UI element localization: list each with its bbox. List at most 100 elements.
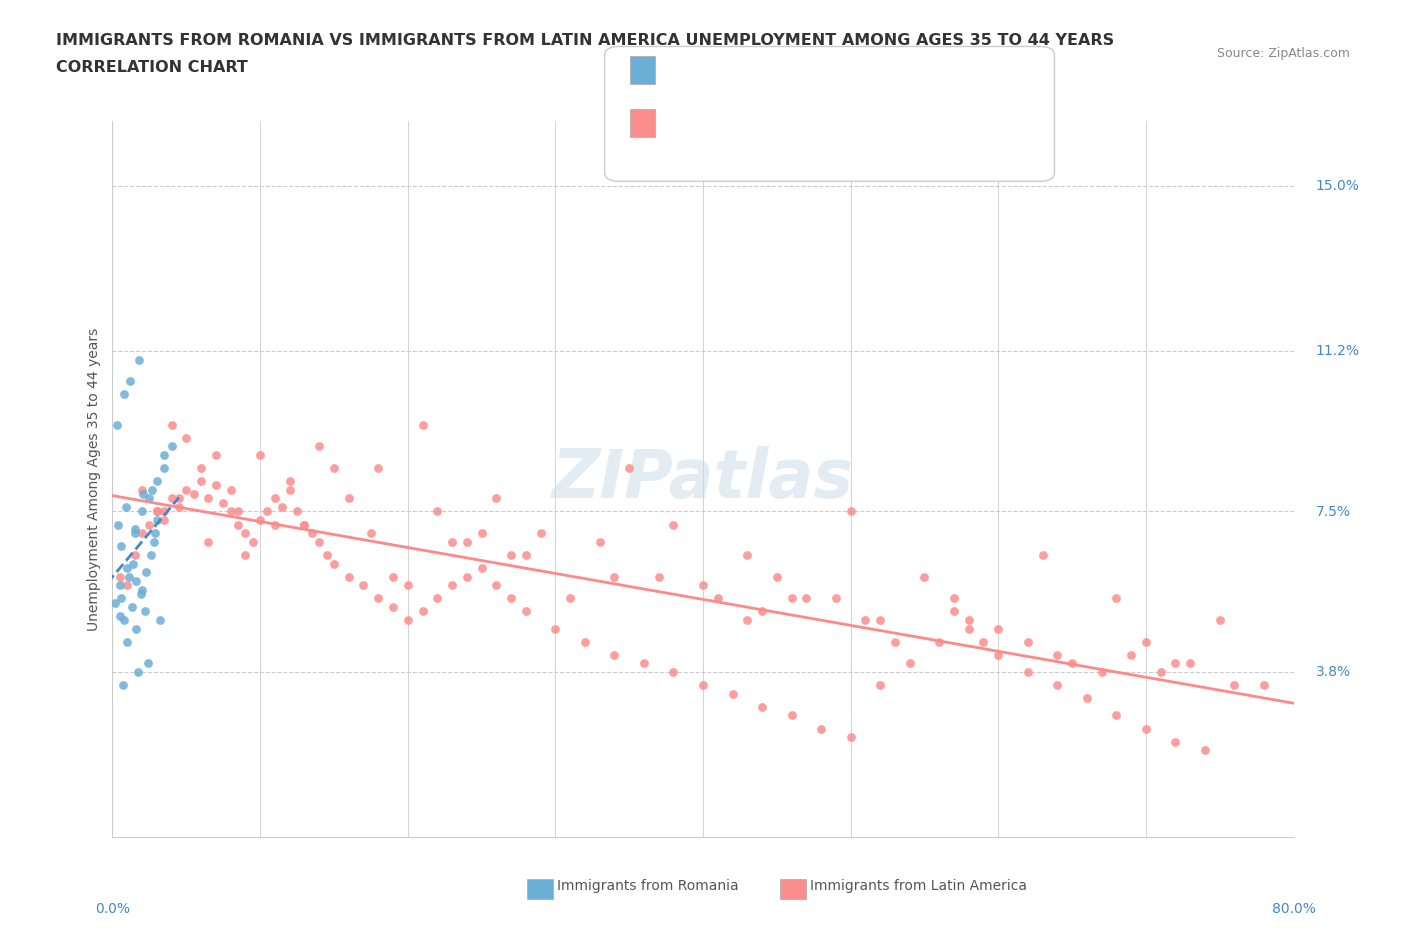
Point — [1164, 734, 1187, 749]
Point — [131, 525, 153, 540]
Point — [839, 504, 862, 519]
Point — [256, 504, 278, 519]
Text: 7.5%: 7.5% — [1316, 504, 1351, 519]
Point — [360, 525, 382, 540]
Point — [107, 517, 129, 532]
Point — [352, 578, 374, 592]
Point — [125, 574, 148, 589]
Point — [308, 535, 330, 550]
Text: IMMIGRANTS FROM ROMANIA VS IMMIGRANTS FROM LATIN AMERICA UNEMPLOYMENT AMONG AGES: IMMIGRANTS FROM ROMANIA VS IMMIGRANTS FR… — [56, 33, 1115, 47]
Point — [108, 578, 131, 592]
Point — [441, 578, 464, 592]
Point — [233, 548, 256, 563]
Point — [112, 613, 135, 628]
Point — [146, 504, 169, 519]
Point — [721, 686, 744, 701]
Point — [647, 569, 671, 584]
Point — [197, 491, 219, 506]
Point — [124, 525, 146, 540]
Text: 3.8%: 3.8% — [1316, 665, 1351, 679]
Point — [323, 460, 346, 475]
Point — [110, 591, 132, 605]
Point — [139, 548, 162, 563]
Point — [315, 548, 337, 563]
Point — [382, 600, 405, 615]
Point — [574, 634, 596, 649]
Point — [149, 613, 172, 628]
Point — [308, 439, 330, 454]
Point — [544, 621, 567, 636]
Point — [135, 565, 157, 579]
Point — [1208, 613, 1232, 628]
Point — [337, 491, 360, 506]
Point — [183, 486, 205, 501]
Point — [603, 647, 626, 662]
Point — [987, 621, 1010, 636]
Point — [264, 491, 287, 506]
Point — [633, 656, 655, 671]
Point — [1017, 665, 1039, 680]
Point — [810, 721, 832, 736]
Point — [515, 604, 537, 618]
Point — [560, 591, 582, 605]
Point — [153, 504, 176, 519]
Point — [124, 548, 146, 563]
Point — [138, 491, 160, 506]
Point — [766, 569, 789, 584]
Point — [131, 504, 153, 519]
Point — [124, 522, 146, 537]
Point — [141, 483, 163, 498]
Point — [1076, 691, 1098, 706]
Point — [167, 491, 190, 506]
Point — [114, 499, 136, 514]
Point — [1180, 656, 1202, 671]
Point — [301, 525, 323, 540]
Point — [104, 595, 127, 610]
Point — [271, 499, 294, 514]
Point — [129, 587, 152, 602]
Point — [212, 496, 235, 511]
Point — [131, 582, 153, 597]
Point — [485, 578, 508, 592]
Point — [529, 525, 551, 540]
Point — [780, 591, 803, 605]
Point — [1135, 721, 1157, 736]
Point — [285, 504, 308, 519]
Point — [242, 535, 264, 550]
Point — [174, 431, 197, 445]
Point — [456, 569, 478, 584]
Point — [441, 535, 464, 550]
Point — [426, 504, 449, 519]
Point — [197, 535, 219, 550]
Point — [108, 608, 131, 623]
Point — [127, 665, 149, 680]
Point — [412, 418, 434, 432]
Point — [1105, 591, 1128, 605]
Point — [160, 418, 183, 432]
Point — [501, 591, 523, 605]
Point — [153, 447, 176, 462]
Point — [751, 699, 773, 714]
Point — [142, 535, 165, 550]
Text: CORRELATION CHART: CORRELATION CHART — [56, 60, 247, 75]
Point — [323, 556, 346, 571]
Text: 0.0%: 0.0% — [96, 902, 129, 916]
Text: R = -0.353   N = 138: R = -0.353 N = 138 — [643, 121, 844, 136]
Point — [855, 613, 877, 628]
Point — [367, 460, 389, 475]
Point — [1032, 548, 1054, 563]
Text: 15.0%: 15.0% — [1316, 179, 1360, 193]
Point — [1062, 656, 1084, 671]
Point — [337, 569, 360, 584]
Y-axis label: Unemployment Among Ages 35 to 44 years: Unemployment Among Ages 35 to 44 years — [87, 327, 101, 631]
Point — [898, 656, 921, 671]
Point — [121, 600, 143, 615]
Point — [292, 517, 315, 532]
Point — [160, 491, 183, 506]
Point — [957, 621, 980, 636]
Point — [132, 486, 155, 501]
Point — [136, 656, 159, 671]
Point — [117, 634, 138, 649]
Point — [1046, 678, 1069, 693]
Point — [174, 483, 197, 498]
